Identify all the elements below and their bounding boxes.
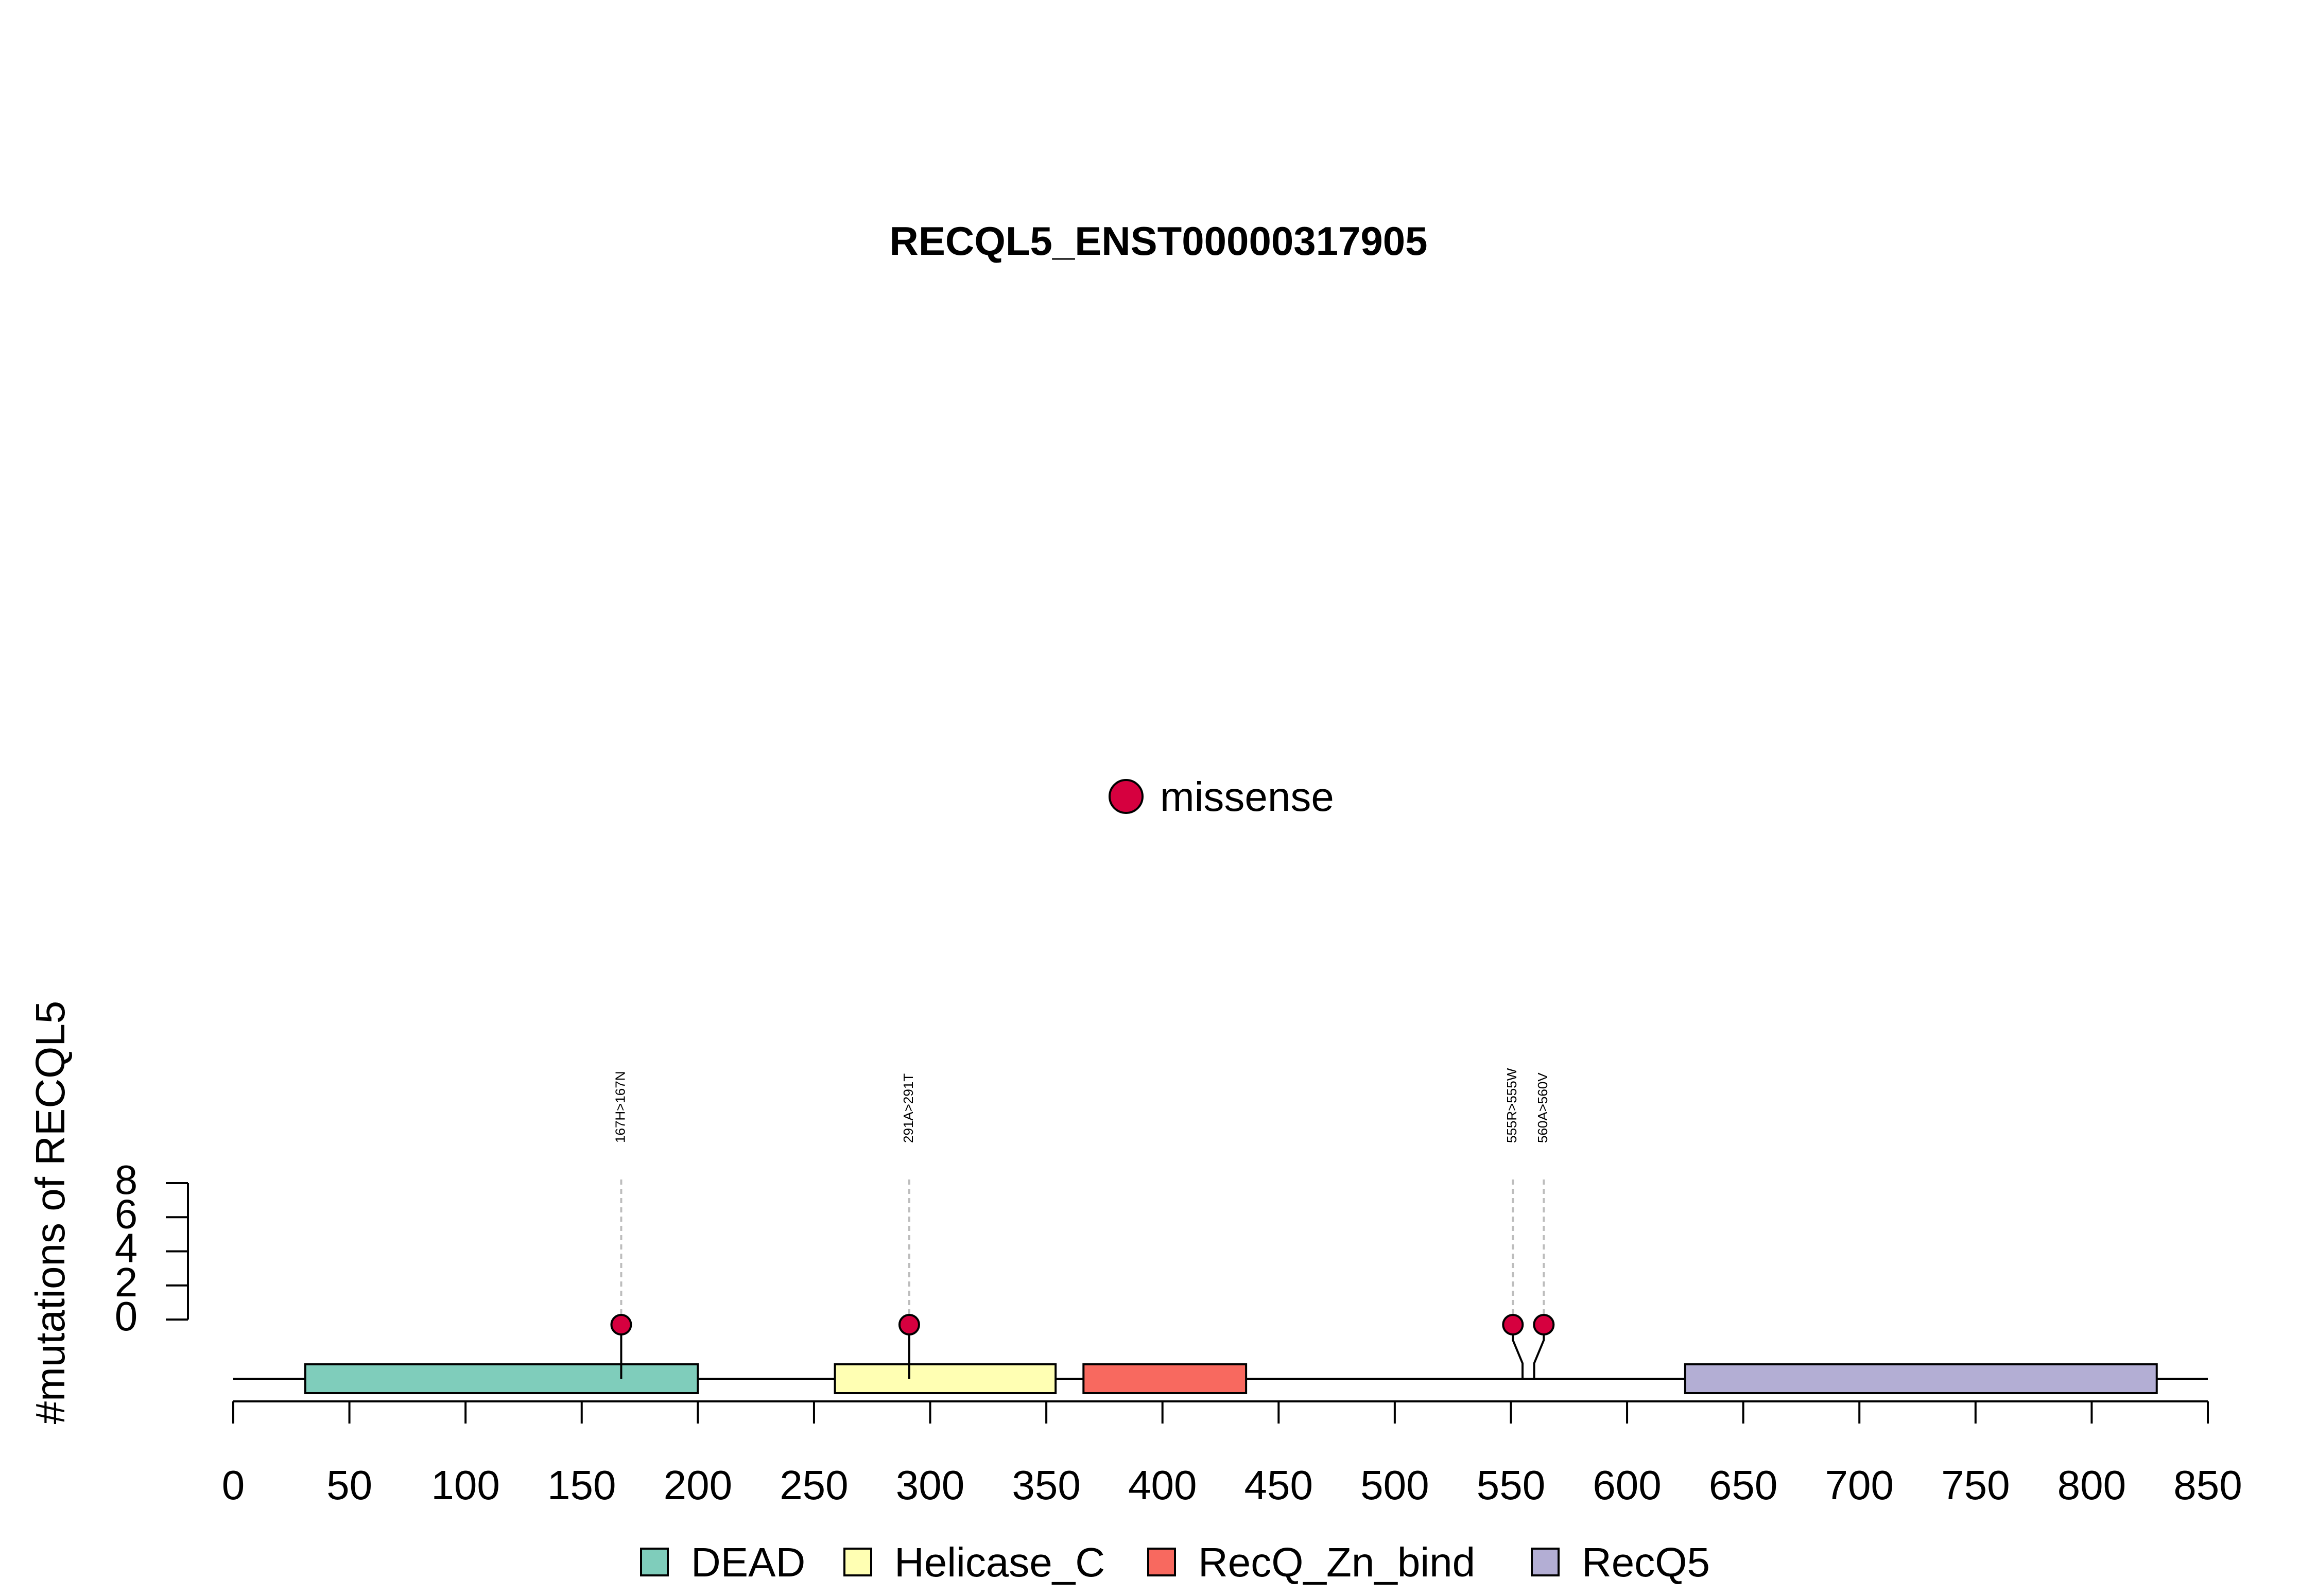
y-axis-label: #mutations of RECQL5 xyxy=(27,1001,73,1425)
x-tick-label: 100 xyxy=(431,1462,499,1508)
mutations-layer: 167H>167N 291A>291T 555R>555W 560A>560V xyxy=(610,1068,1555,1379)
x-tick-label: 200 xyxy=(664,1462,732,1508)
mutation-label: 291A>291T xyxy=(901,1073,916,1143)
axes: 0 50 100 150 200 250 300 350 400 450 500 550 600 650 7… xyxy=(115,1157,2242,1508)
domain-legend-label: RecQ5 xyxy=(1582,1539,1710,1585)
domain-legend-swatch xyxy=(843,1548,872,1576)
mutation-legend: missense xyxy=(1109,774,1334,820)
y-tick-label: 0 xyxy=(115,1293,138,1339)
mutation-point xyxy=(898,1314,920,1335)
x-tick-label: 250 xyxy=(780,1462,848,1508)
domain-dead xyxy=(304,1363,699,1394)
mutation-label: 560A>560V xyxy=(1535,1072,1550,1143)
chart-title: RECQL5_ENST00000317905 xyxy=(890,218,1428,264)
x-tick-label: 0 xyxy=(222,1462,245,1508)
domain-recq-zn-bind xyxy=(1082,1363,1248,1394)
domain-helicase-c xyxy=(834,1363,1057,1394)
legend-missense-label: missense xyxy=(1160,774,1334,820)
x-tick-label: 750 xyxy=(1941,1462,2010,1508)
x-tick-label: 450 xyxy=(1244,1462,1313,1508)
x-tick-label: 600 xyxy=(1593,1462,1661,1508)
mutation-point xyxy=(1502,1314,1524,1335)
domain-recq5 xyxy=(1684,1363,2158,1394)
domain-legend: DEAD Helicase_C RecQ_Zn_bind RecQ5 xyxy=(640,1539,1710,1585)
x-tick-label: 400 xyxy=(1128,1462,1197,1508)
x-tick-label: 50 xyxy=(326,1462,372,1508)
mutation-point xyxy=(610,1314,632,1335)
y-tick-label: 4 xyxy=(115,1225,138,1271)
x-tick-label: 650 xyxy=(1709,1462,1777,1508)
domain-legend-swatch xyxy=(1531,1548,1560,1576)
mutation-point xyxy=(1533,1314,1555,1335)
x-tick-label: 300 xyxy=(896,1462,964,1508)
domain-legend-label: DEAD xyxy=(691,1539,805,1585)
mutation-label: 167H>167N xyxy=(612,1071,628,1143)
x-tick-label: 150 xyxy=(547,1462,616,1508)
x-tick-label: 850 xyxy=(2173,1462,2242,1508)
domains-layer xyxy=(304,1363,2158,1394)
x-tick-label: 500 xyxy=(1360,1462,1429,1508)
domain-legend-swatch xyxy=(640,1548,669,1576)
x-tick-label: 700 xyxy=(1825,1462,1893,1508)
y-tick-label: 8 xyxy=(115,1157,138,1203)
legend-missense-marker xyxy=(1109,779,1144,814)
x-tick-label: 550 xyxy=(1477,1462,1545,1508)
mutation-label: 555R>555W xyxy=(1504,1068,1519,1143)
domain-legend-swatch xyxy=(1147,1548,1176,1576)
domain-legend-label: Helicase_C xyxy=(894,1539,1105,1585)
x-tick-label: 350 xyxy=(1012,1462,1080,1508)
domain-legend-label: RecQ_Zn_bind xyxy=(1198,1539,1475,1585)
y-tick-label: 2 xyxy=(115,1259,138,1305)
y-tick-label: 6 xyxy=(115,1191,138,1237)
x-tick-label: 800 xyxy=(2057,1462,2126,1508)
